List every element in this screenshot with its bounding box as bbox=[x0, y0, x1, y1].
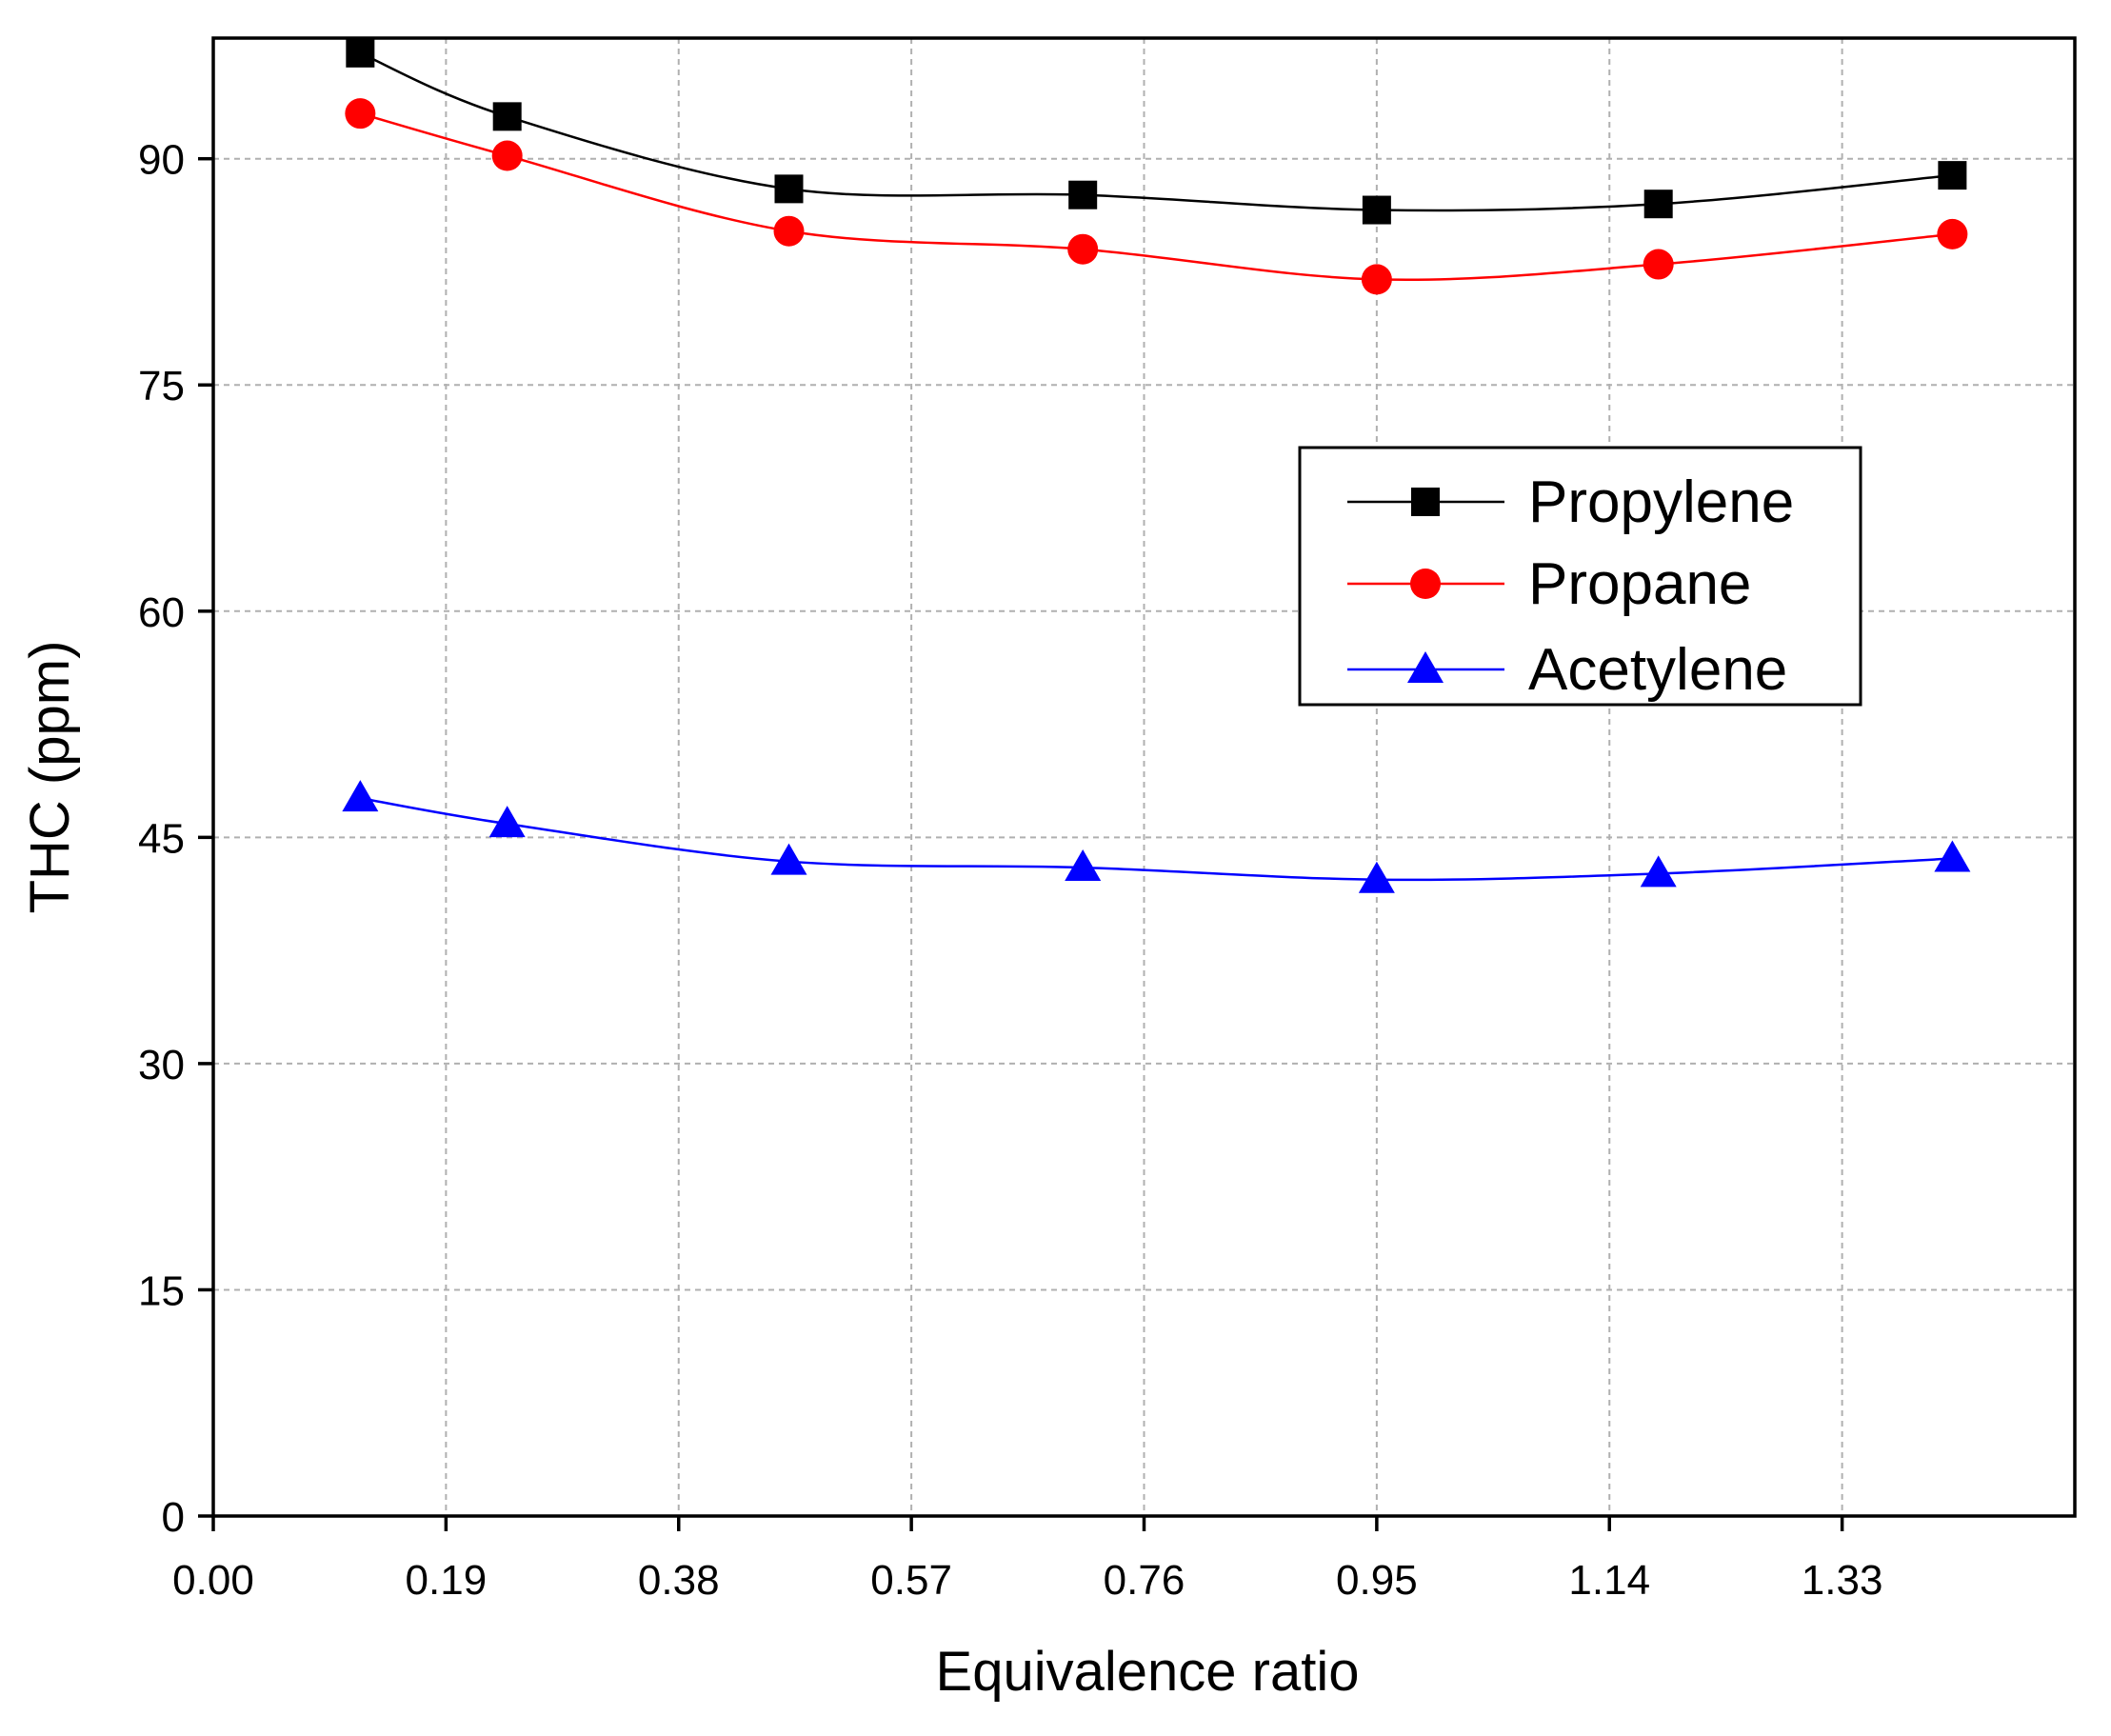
legend-item-acetylene: Acetylene bbox=[1347, 637, 1787, 703]
propylene-point bbox=[346, 38, 375, 68]
legend-label-propane: Propane bbox=[1528, 551, 1751, 617]
propane-point bbox=[491, 140, 523, 171]
axis-ticks: 0.00 0.19 0.38 0.57 0.76 0.95 1.14 1.33 0 15 30 45 6… bbox=[138, 137, 1882, 1604]
x-tick-label: 1.33 bbox=[1802, 1557, 1883, 1604]
grid-lines bbox=[213, 38, 2075, 1516]
acetylene-point bbox=[770, 843, 807, 875]
legend-marker-acetylene bbox=[1407, 651, 1444, 683]
x-tick-label: 1.14 bbox=[1568, 1557, 1650, 1604]
propane-line bbox=[359, 111, 1953, 282]
y-tick-label: 0 bbox=[162, 1494, 185, 1541]
acetylene-point bbox=[488, 806, 526, 838]
propane-point bbox=[773, 215, 805, 247]
x-tick-label: 0.00 bbox=[172, 1557, 254, 1604]
x-tick-label: 0.95 bbox=[1336, 1557, 1418, 1604]
legend-box bbox=[1298, 446, 1862, 707]
legend-label-acetylene: Acetylene bbox=[1528, 637, 1787, 703]
legend-item-propylene: Propylene bbox=[1347, 469, 1794, 535]
y-tick-label: 45 bbox=[138, 815, 185, 862]
series-propane bbox=[345, 98, 1968, 295]
propylene-point bbox=[1362, 195, 1391, 225]
acetylene-point bbox=[342, 780, 379, 812]
y-tick-label: 90 bbox=[138, 137, 185, 184]
legend-marker-propylene bbox=[1411, 488, 1440, 516]
propylene-point bbox=[1643, 190, 1673, 219]
x-tick-label: 0.19 bbox=[406, 1557, 488, 1604]
acetylene-point bbox=[1640, 855, 1677, 888]
series-acetylene bbox=[342, 780, 1971, 893]
x-tick-label: 0.57 bbox=[870, 1557, 952, 1604]
propylene-point bbox=[774, 174, 804, 204]
propane-point bbox=[345, 98, 376, 130]
series-propylene bbox=[346, 38, 1967, 225]
y-tick-label: 30 bbox=[138, 1042, 185, 1088]
x-axis-title: Equivalence ratio bbox=[936, 1641, 1360, 1703]
propylene-point bbox=[1938, 161, 1967, 190]
acetylene-point bbox=[1934, 840, 1971, 872]
y-tick-label: 60 bbox=[138, 589, 185, 636]
x-tick-label: 0.38 bbox=[638, 1557, 720, 1604]
legend-item-propane: Propane bbox=[1347, 551, 1751, 617]
propane-point bbox=[1361, 264, 1392, 295]
y-axis-title: THC (ppm) bbox=[19, 641, 81, 914]
propylene-line bbox=[359, 51, 1953, 212]
legend: Propylene Propane Acetylene bbox=[1298, 446, 1862, 707]
legend-label-propylene: Propylene bbox=[1528, 469, 1794, 535]
y-tick-label: 75 bbox=[138, 363, 185, 409]
propane-point bbox=[1643, 249, 1674, 280]
acetylene-line bbox=[360, 796, 1953, 882]
propylene-point bbox=[1068, 180, 1098, 210]
x-tick-label: 0.76 bbox=[1104, 1557, 1185, 1604]
propylene-point bbox=[492, 102, 522, 131]
propane-point bbox=[1937, 218, 1968, 249]
acetylene-point bbox=[1358, 861, 1395, 893]
legend-marker-propane bbox=[1410, 569, 1441, 599]
propane-point bbox=[1067, 233, 1099, 265]
y-tick-label: 15 bbox=[138, 1267, 185, 1314]
acetylene-point bbox=[1065, 849, 1102, 882]
plot-series bbox=[342, 38, 1971, 893]
